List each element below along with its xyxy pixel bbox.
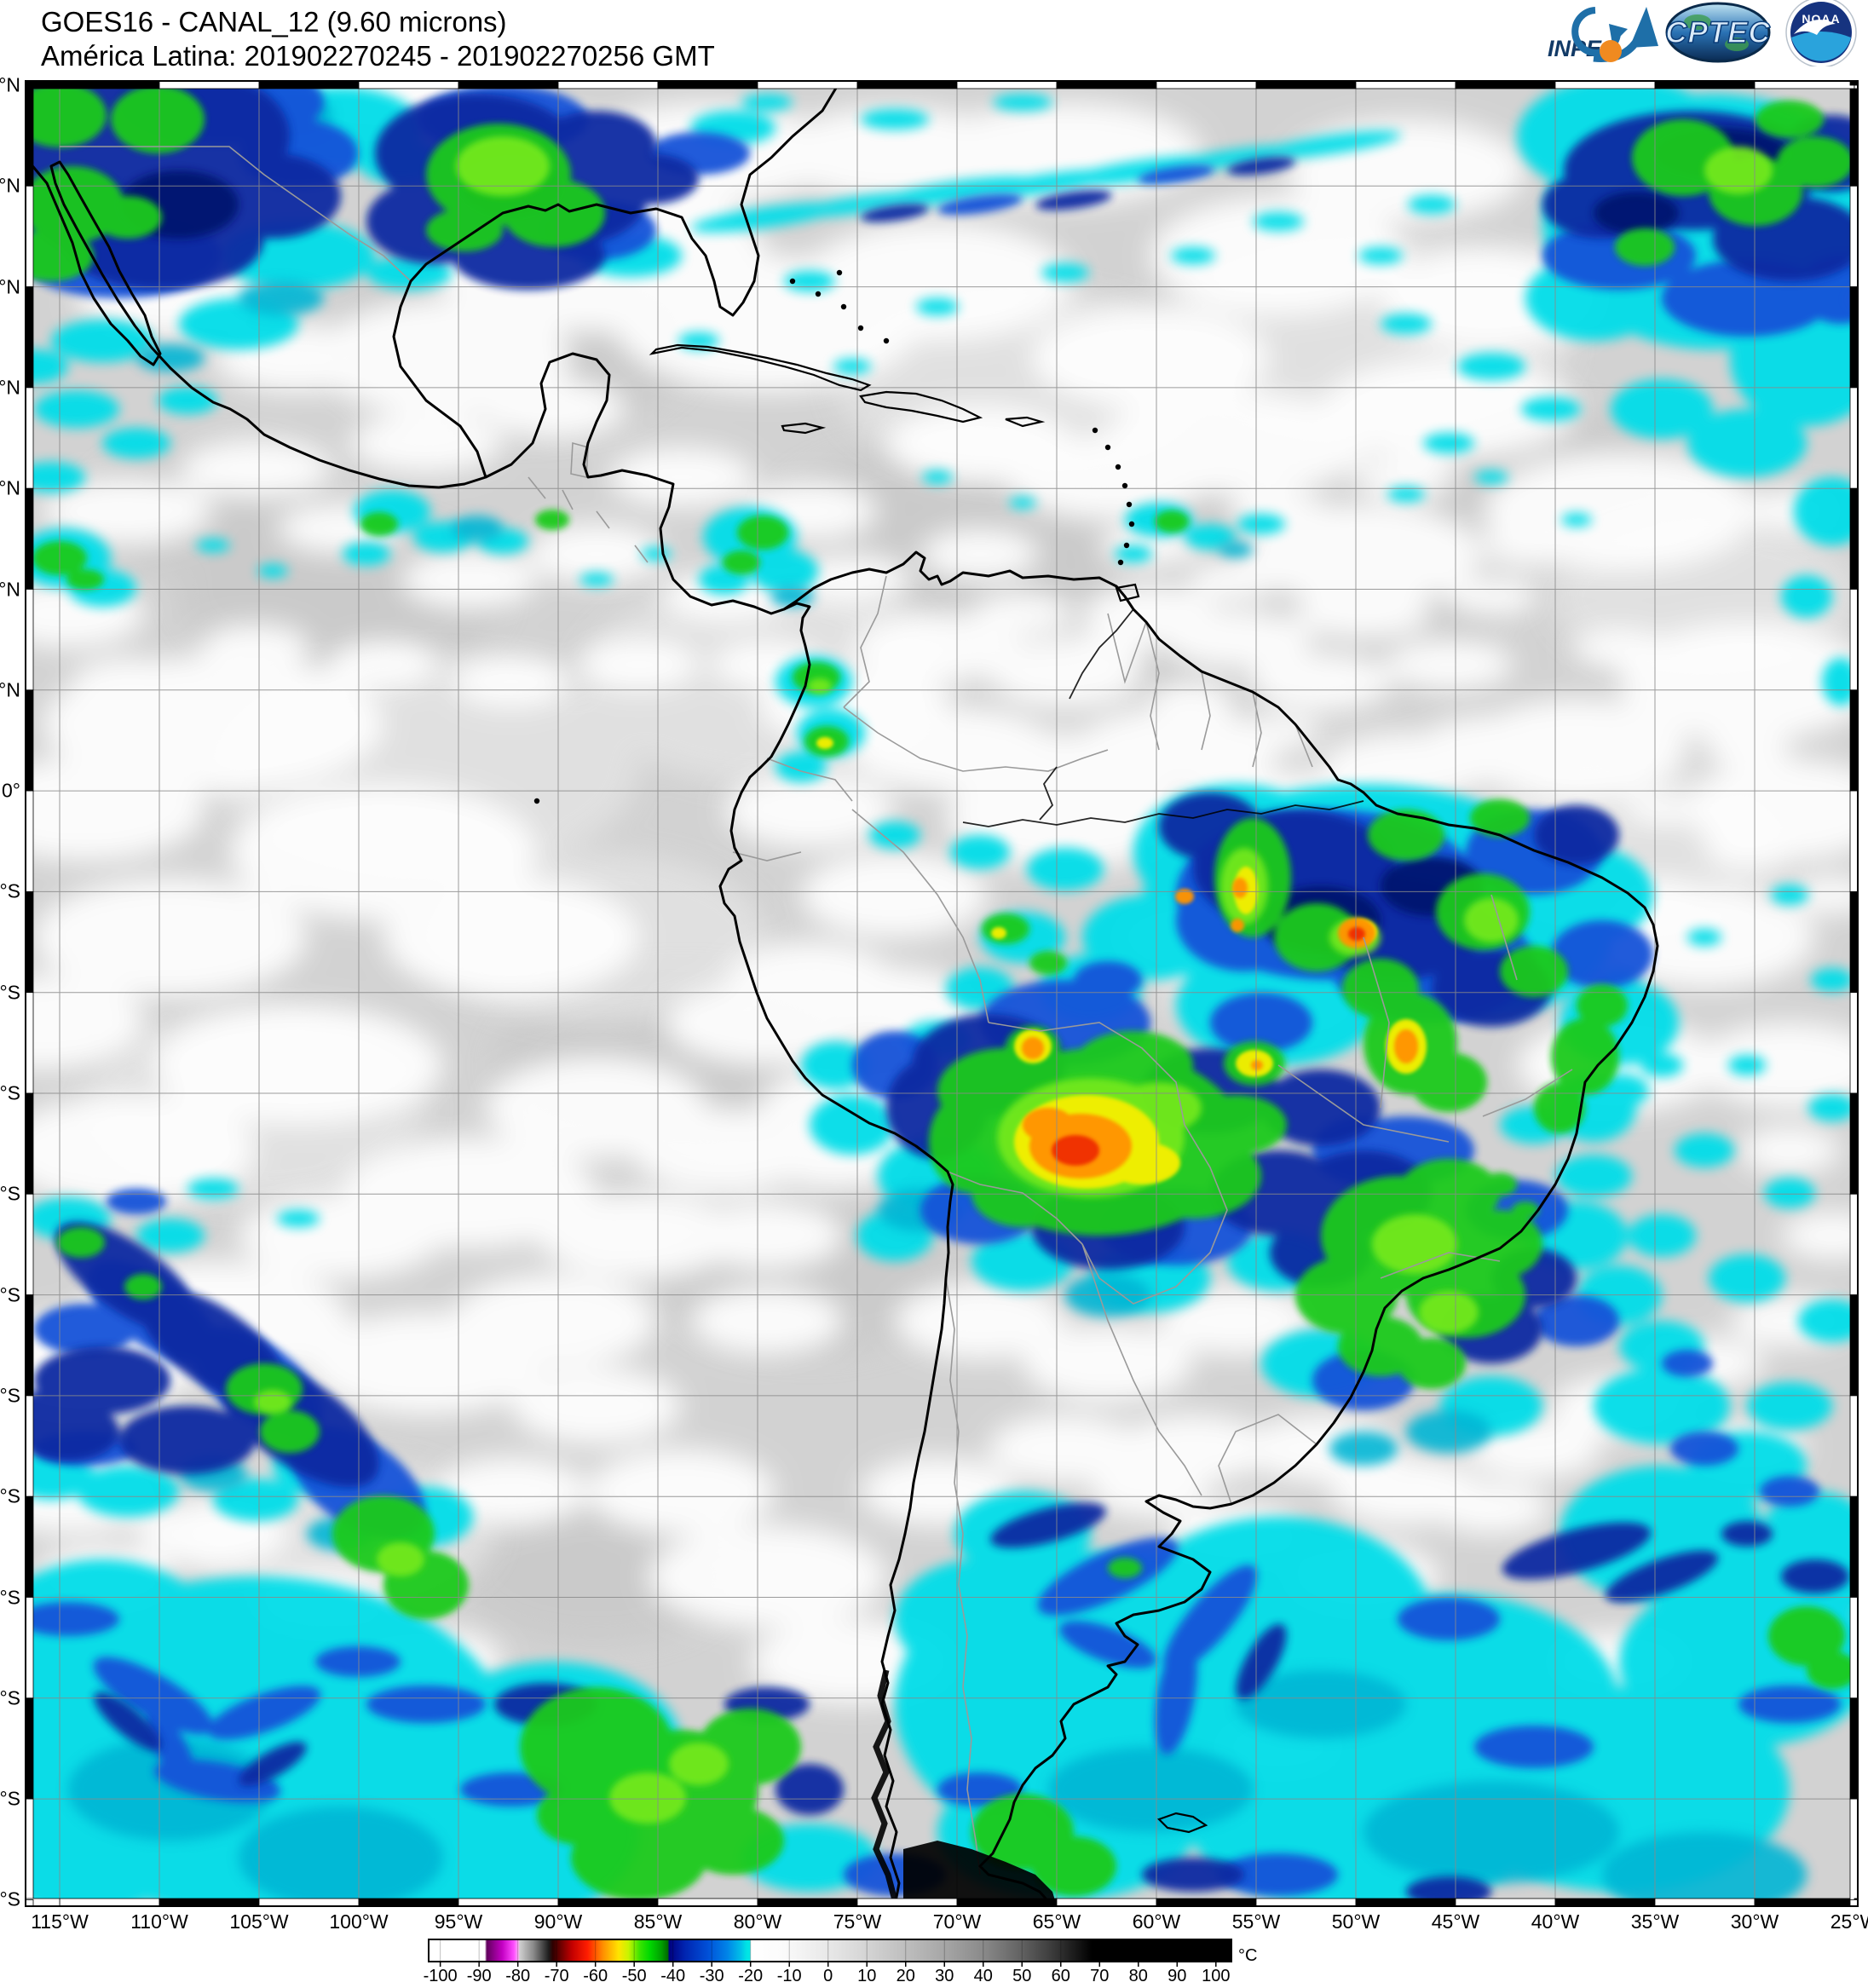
lat-label: 15°N <box>0 476 20 499</box>
colorbar-tick-label: 0 <box>823 1967 833 1985</box>
lat-label: 50°S <box>0 1787 20 1810</box>
lon-label: 75°W <box>833 1910 882 1933</box>
lat-label: 0° <box>2 779 20 802</box>
cptec-continent2-icon <box>1725 37 1749 51</box>
colorbar-tick-label: 100 <box>1202 1967 1231 1985</box>
product-title: GOES16 - CANAL_12 (9.60 microns) <box>41 6 507 37</box>
noaa-label: NOAA <box>1802 12 1840 26</box>
lat-label: 15°S <box>0 1081 20 1104</box>
lat-label: 5°N <box>0 678 20 701</box>
lat-label: 25°N <box>0 275 20 298</box>
inpe-logo: INPE <box>1548 7 1658 63</box>
colorbar-tick-label: -40 <box>660 1967 686 1985</box>
lon-label: 85°W <box>633 1910 683 1933</box>
lat-label: 35°S <box>0 1484 20 1507</box>
colorbar-tick-label: -20 <box>738 1967 764 1985</box>
lon-label: 90°W <box>533 1910 583 1933</box>
colorbar-tick-label: -80 <box>505 1967 531 1985</box>
colorbar-tick-label: 80 <box>1128 1967 1148 1985</box>
noaa-gull-icon <box>1794 20 1836 35</box>
title-block: GOES16 - CANAL_12 (9.60 microns) América… <box>41 5 715 73</box>
inpe-arrowhead-icon <box>1609 24 1628 44</box>
lat-label: 35°N <box>0 73 20 96</box>
noaa-logo: NOAA <box>1785 0 1857 66</box>
lat-label: 10°S <box>0 981 20 1004</box>
colorbar-tick-label: 10 <box>857 1967 877 1985</box>
lon-label: 70°W <box>932 1910 982 1933</box>
lon-label: 40°W <box>1531 1910 1580 1933</box>
lon-label: 105°W <box>229 1910 289 1933</box>
lat-label: 10°N <box>0 578 20 600</box>
lon-label: 110°W <box>130 1910 188 1933</box>
cptec-continent-icon <box>1684 14 1711 30</box>
lon-label: 115°W <box>31 1910 89 1933</box>
lon-label: 25°W <box>1830 1910 1868 1933</box>
lon-label: 95°W <box>434 1910 483 1933</box>
colorbar <box>428 1939 1232 1967</box>
lat-label: 30°S <box>0 1384 20 1407</box>
lat-label: 55°S <box>0 1887 20 1910</box>
lat-label: 40°S <box>0 1586 20 1608</box>
lon-label: 35°W <box>1630 1910 1680 1933</box>
inpe-orange-dot-icon <box>1600 40 1622 62</box>
colorbar-tick-label: 50 <box>1012 1967 1032 1985</box>
colorbar-tick-label: 40 <box>973 1967 993 1985</box>
lon-label: 50°W <box>1331 1910 1381 1933</box>
lat-label: 20°N <box>0 376 20 399</box>
agency-logos: INPE CPTEC NOAA <box>1548 0 1857 66</box>
lon-label: 45°W <box>1431 1910 1480 1933</box>
cptec-label: CPTEC <box>1665 16 1771 49</box>
colorbar-tick-label: -90 <box>466 1967 492 1985</box>
lat-label: 25°S <box>0 1283 20 1306</box>
lon-label: 55°W <box>1231 1910 1281 1933</box>
colorbar-tick-label: 90 <box>1168 1967 1187 1985</box>
inpe-big-arrow-icon <box>1629 7 1658 48</box>
colorbar-tick-label: 70 <box>1090 1967 1110 1985</box>
lat-label: 5°S <box>0 879 20 902</box>
colorbar-tick-label: -70 <box>544 1967 569 1985</box>
lat-label: 20°S <box>0 1182 20 1205</box>
cptec-logo: CPTEC <box>1664 2 1771 63</box>
lon-label: 30°W <box>1730 1910 1779 1933</box>
colorbar-tick-label: 60 <box>1051 1967 1070 1985</box>
lat-label: 30°N <box>0 174 20 197</box>
colorbar-unit: °C <box>1238 1946 1258 1965</box>
product-timestamp: América Latina: 201902270245 - 201902270… <box>41 40 715 72</box>
colorbar-tick-label: -60 <box>583 1967 608 1985</box>
lon-label: 65°W <box>1032 1910 1081 1933</box>
colorbar-tick-label: -10 <box>776 1967 802 1985</box>
colorbar-tick-label: 20 <box>896 1967 915 1985</box>
colorbar-tick-label: -30 <box>699 1967 724 1985</box>
noaa-sea-icon <box>1791 32 1851 61</box>
lon-label: 100°W <box>329 1910 389 1933</box>
colorbar-tick-label: -100 <box>423 1967 458 1985</box>
lon-label: 60°W <box>1132 1910 1181 1933</box>
noaa-text-ring-icon <box>1785 0 1857 66</box>
lon-label: 80°W <box>733 1910 782 1933</box>
colorbar-tick-label: -50 <box>621 1967 647 1985</box>
colorbar-tick-label: 30 <box>935 1967 954 1985</box>
lat-label: 45°S <box>0 1686 20 1709</box>
